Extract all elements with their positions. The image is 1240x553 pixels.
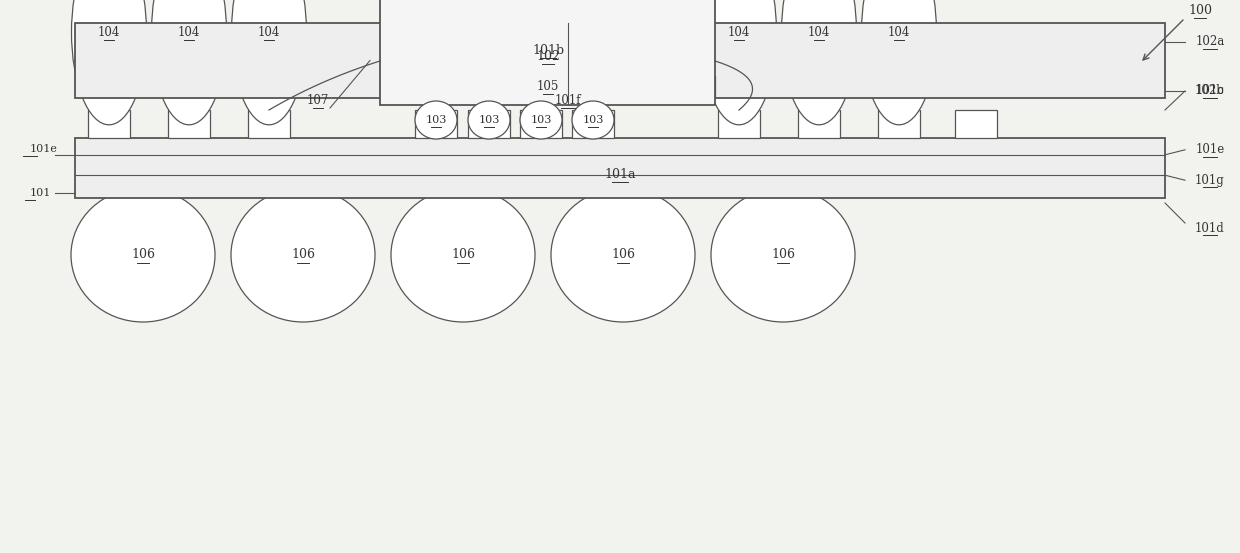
Text: 106: 106 (451, 248, 475, 262)
Text: 104: 104 (807, 26, 831, 39)
Ellipse shape (702, 0, 776, 125)
Text: 102a: 102a (1195, 35, 1225, 48)
Bar (379, 76, 715, 98)
Ellipse shape (711, 188, 856, 322)
Bar (248, 110, 290, 138)
Ellipse shape (551, 188, 694, 322)
Ellipse shape (467, 101, 510, 139)
Bar (878, 110, 920, 138)
Bar (799, 110, 839, 138)
Text: 106: 106 (291, 248, 315, 262)
Text: 103: 103 (425, 115, 446, 125)
Bar (167, 110, 210, 138)
Text: 103: 103 (583, 115, 604, 125)
Text: 104: 104 (728, 26, 750, 39)
Text: 101g: 101g (1195, 174, 1225, 187)
Bar (74, 23, 1166, 98)
Text: 101c: 101c (1195, 85, 1224, 97)
Text: 105: 105 (537, 81, 559, 93)
Ellipse shape (151, 0, 227, 125)
Bar (520, 110, 562, 138)
Bar (955, 110, 997, 138)
Text: 102b: 102b (1195, 84, 1225, 97)
Text: 103: 103 (531, 115, 552, 125)
Ellipse shape (415, 101, 458, 139)
Ellipse shape (391, 188, 534, 322)
Text: 101e: 101e (1195, 143, 1225, 156)
Text: 103: 103 (479, 115, 500, 125)
Ellipse shape (781, 0, 857, 125)
Bar (572, 110, 614, 138)
Text: 102: 102 (536, 50, 560, 63)
Bar (379, 0, 715, 105)
Bar (74, 138, 1166, 198)
Ellipse shape (572, 101, 614, 139)
Text: 101a: 101a (604, 168, 636, 180)
Text: 101: 101 (30, 188, 51, 198)
Bar (88, 110, 130, 138)
Ellipse shape (862, 0, 936, 125)
Text: 100: 100 (1188, 3, 1211, 17)
Ellipse shape (71, 188, 215, 322)
Text: 104: 104 (258, 26, 280, 39)
Text: 101e: 101e (30, 144, 58, 154)
Text: 106: 106 (611, 248, 635, 262)
Bar (415, 110, 458, 138)
Ellipse shape (520, 101, 562, 139)
Text: 104: 104 (98, 26, 120, 39)
Ellipse shape (231, 188, 374, 322)
Ellipse shape (232, 0, 306, 125)
Text: 106: 106 (131, 248, 155, 262)
Text: 101b: 101b (532, 44, 564, 56)
Bar (718, 110, 760, 138)
Ellipse shape (72, 0, 146, 125)
Text: 104: 104 (177, 26, 200, 39)
Bar (467, 110, 510, 138)
Text: 106: 106 (771, 248, 795, 262)
Text: 107: 107 (306, 95, 329, 107)
Text: 104: 104 (888, 26, 910, 39)
Text: 101d: 101d (1195, 222, 1225, 234)
Text: 101f: 101f (554, 95, 582, 107)
